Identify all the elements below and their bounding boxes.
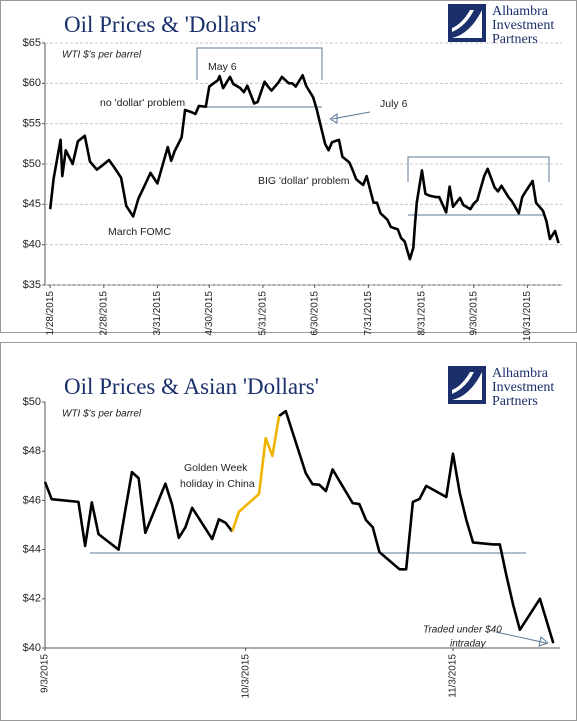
- logo-text: Partners: [492, 394, 538, 409]
- x-tick-label: 3/31/2015: [152, 291, 163, 336]
- logo-text: Investment: [492, 18, 554, 33]
- y-tick-label: $48: [23, 445, 41, 457]
- x-tick-label: 9/30/2015: [468, 291, 479, 336]
- annotation: May 6: [208, 61, 237, 73]
- annotation: March FOMC: [108, 226, 171, 238]
- annotation: no 'dollar' problem: [100, 97, 185, 109]
- logo-text: Investment: [492, 380, 554, 395]
- annotation: Traded under $40: [423, 625, 502, 636]
- y-tick-label: $46: [23, 494, 41, 506]
- annotation: WTI $'s per barrel: [62, 409, 142, 420]
- annotation: July 6: [380, 98, 408, 110]
- x-tick-label: 6/30/2015: [309, 291, 320, 336]
- arrow: [331, 111, 371, 120]
- x-tick-label: 10/31/2015: [522, 291, 533, 341]
- x-tick-label: 7/31/2015: [363, 291, 374, 336]
- logo-text: Alhambra: [492, 366, 549, 381]
- data-line: [231, 415, 281, 532]
- x-tick-label: 1/28/2015: [45, 291, 56, 336]
- y-tick-label: $35: [23, 279, 41, 291]
- y-tick-label: $65: [23, 37, 41, 49]
- annotation: WTI $'s per barrel: [62, 50, 142, 61]
- x-tick-label: 2/28/2015: [98, 291, 109, 336]
- logo-icon: [452, 10, 482, 38]
- logo-icon: [452, 372, 474, 394]
- logo-text: Partners: [492, 32, 538, 47]
- x-tick-label: 8/31/2015: [417, 291, 428, 336]
- bracket: [196, 47, 323, 80]
- chart-title: Oil Prices & Asian 'Dollars': [64, 374, 319, 399]
- y-tick-label: $60: [23, 77, 41, 89]
- x-tick-label: 11/3/2015: [448, 654, 459, 698]
- annotation: BIG 'dollar' problem: [258, 175, 350, 187]
- x-tick-label: 9/3/2015: [40, 654, 51, 693]
- y-tick-label: $45: [23, 198, 41, 210]
- y-tick-label: $42: [23, 593, 41, 605]
- y-tick-label: $55: [23, 118, 41, 130]
- y-tick-label: $40: [23, 239, 41, 251]
- bracket: [407, 156, 550, 182]
- x-tick-label: 5/31/2015: [258, 291, 269, 336]
- annotation: intraday: [450, 639, 487, 650]
- y-tick-label: $40: [23, 642, 41, 654]
- x-tick-label: 4/30/2015: [204, 291, 215, 336]
- y-tick-label: $50: [23, 396, 41, 408]
- x-tick-label: 10/3/2015: [240, 654, 251, 699]
- logo-icon: [452, 10, 474, 32]
- chart-title: Oil Prices & 'Dollars': [64, 12, 261, 37]
- arrow-head: [329, 113, 338, 124]
- y-tick-label: $50: [23, 158, 41, 170]
- arrow-head: [538, 636, 549, 647]
- annotation: holiday in China: [180, 478, 255, 490]
- y-tick-label: $44: [23, 544, 41, 556]
- annotation: Golden Week: [184, 462, 248, 474]
- logo-text: Alhambra: [492, 4, 549, 19]
- arrow: [495, 631, 547, 644]
- logo-icon: [452, 372, 482, 400]
- data-line: [48, 73, 560, 261]
- data-line: [43, 409, 555, 644]
